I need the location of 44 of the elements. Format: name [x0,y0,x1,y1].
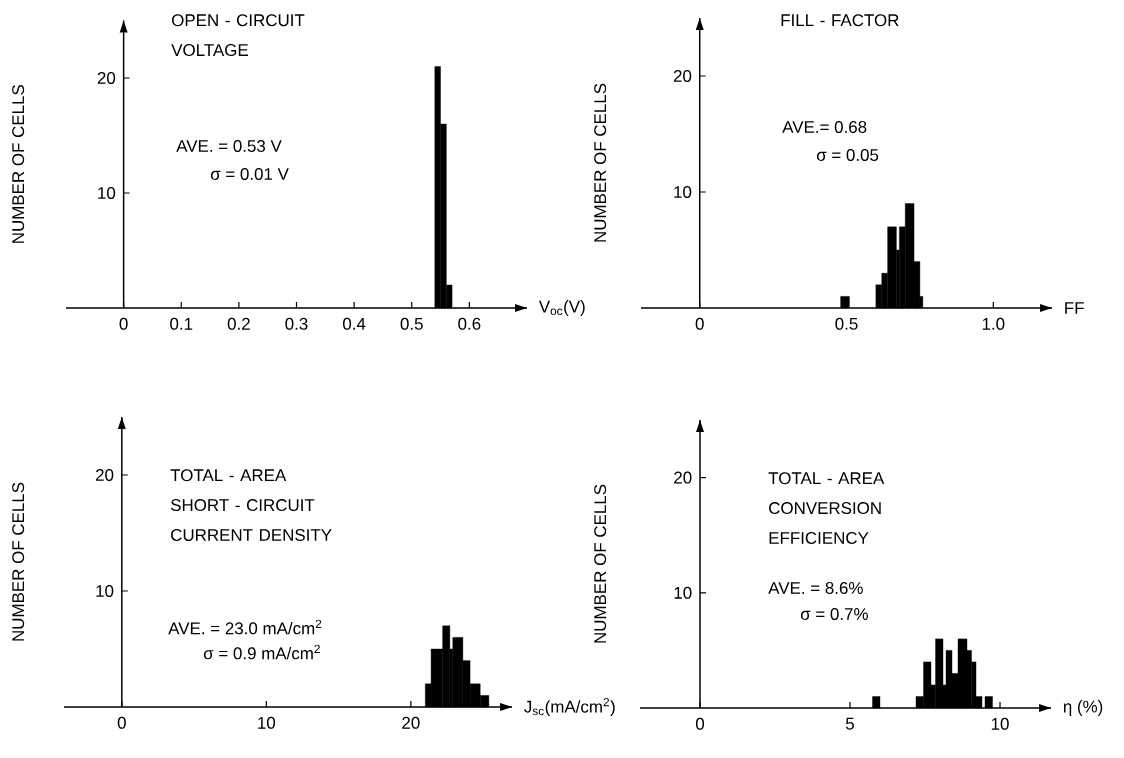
annotation: σ = 0.9 mA/cm$^{2}$ [203,644,320,660]
annotation: AVE. = 8.6% [768,582,863,594]
x-tick-label: 0.6 [458,317,481,330]
chart-title: OPEN - CIRCUIT VOLTAGE [171,14,305,57]
annotation: σ = 0.05 [816,148,879,161]
x-tick-label: 0.4 [343,317,366,330]
x-axis-title: V$_{oc}$(V) [538,300,585,316]
y-tick-label: 20 [95,469,114,481]
x-tick-label: 0.5 [835,317,858,330]
y-tick-label: 20 [97,71,116,84]
y-axis-title: NUMBER OF CELLS [594,83,607,242]
y-axis-title: NUMBER OF CELLS [12,85,25,243]
annotation: AVE. = 23.0 mA/cm$^{2}$ [168,619,322,635]
x-axis-title: J$_{sc}$(mA/cm$^{2}$) [524,697,615,717]
x-tick-label: 1.0 [982,317,1005,330]
x-tick-label: 20 [402,716,420,729]
x-tick-label: 0.1 [170,317,193,330]
y-axis-title: NUMBER OF CELLS [12,482,25,641]
x-tick-label: 0.2 [227,317,250,330]
x-axis-title: η (%) [1063,700,1103,716]
y-tick-label: 10 [674,586,692,599]
y-tick-label: 10 [96,585,114,597]
y-tick-label: 20 [673,70,692,82]
x-axis-title: FF [1065,302,1084,314]
annotation: σ = 0.01 V [210,167,289,180]
x-tick-label: 10 [258,716,276,729]
text: TOTAL - AREA SHORT - CIRCUIT CURRENT DENSITY [170,469,332,541]
x-tick-label: 0.5 [400,317,423,330]
annotation: AVE.= 0.68 [782,120,867,133]
chart-title: FILL - FACTOR [781,14,899,27]
annotation: σ = 0.7% [800,608,868,620]
x-tick-label: 0 [695,717,705,730]
y-tick-label: 10 [98,187,116,199]
x-tick-label: 0 [695,317,704,330]
x-tick-label: 0 [119,317,128,330]
annotation: AVE. = 0.53 V [176,139,282,152]
y-tick-label: 10 [674,186,692,198]
y-tick-label: 20 [674,471,692,484]
x-tick-label: 0 [117,716,126,729]
y-axis-title: NUMBER OF CELLS [594,484,607,643]
text: TOTAL - AREA CONVERSION EFFICIENCY [768,472,885,544]
x-tick-label: 0.3 [285,317,308,330]
x-tick-label: 5 [845,717,854,730]
x-tick-label: 10 [991,717,1009,730]
